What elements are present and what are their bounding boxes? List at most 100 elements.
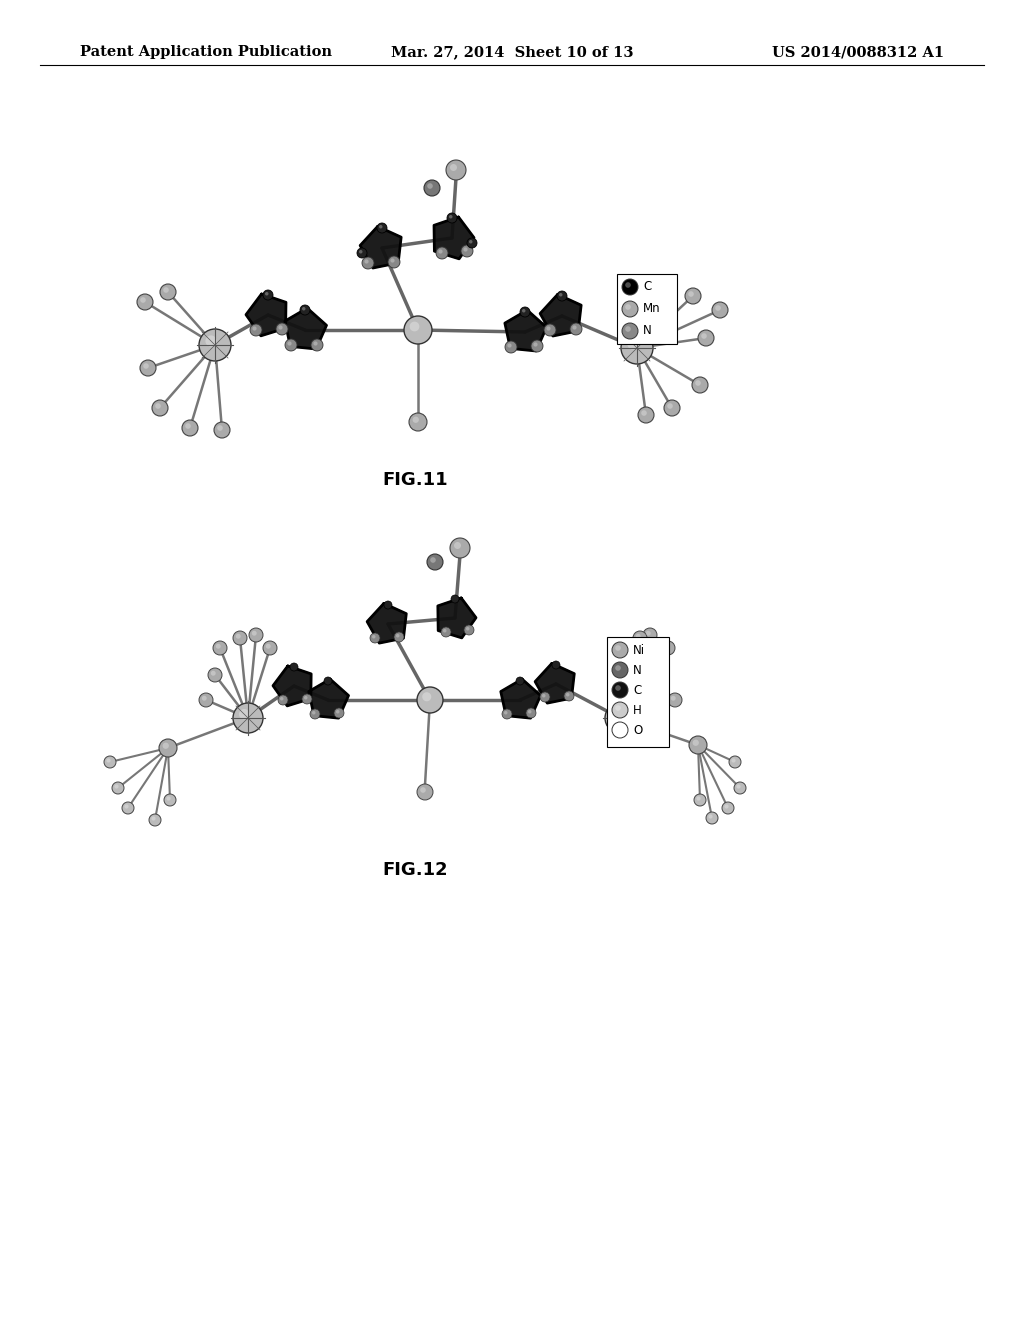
Circle shape bbox=[388, 256, 400, 268]
Circle shape bbox=[446, 160, 466, 180]
Circle shape bbox=[611, 709, 622, 719]
Circle shape bbox=[605, 704, 635, 733]
Circle shape bbox=[698, 330, 714, 346]
Circle shape bbox=[633, 631, 647, 645]
Circle shape bbox=[643, 628, 657, 642]
Text: US 2014/0088312 A1: US 2014/0088312 A1 bbox=[772, 45, 944, 59]
Circle shape bbox=[520, 308, 530, 317]
Circle shape bbox=[715, 305, 721, 310]
Circle shape bbox=[417, 784, 433, 800]
Circle shape bbox=[547, 326, 551, 330]
Circle shape bbox=[559, 293, 562, 297]
Circle shape bbox=[410, 322, 420, 331]
Circle shape bbox=[615, 665, 621, 671]
Circle shape bbox=[404, 315, 432, 345]
Circle shape bbox=[357, 248, 367, 257]
Polygon shape bbox=[501, 678, 541, 718]
Text: Patent Application Publication: Patent Application Publication bbox=[80, 45, 332, 59]
Circle shape bbox=[334, 708, 344, 718]
Circle shape bbox=[624, 644, 629, 648]
Circle shape bbox=[615, 645, 621, 651]
Circle shape bbox=[279, 326, 283, 330]
Circle shape bbox=[664, 400, 680, 416]
Circle shape bbox=[252, 631, 257, 636]
Polygon shape bbox=[246, 294, 286, 335]
Circle shape bbox=[736, 784, 740, 788]
Circle shape bbox=[417, 686, 443, 713]
Circle shape bbox=[626, 326, 631, 331]
Circle shape bbox=[461, 246, 473, 257]
Circle shape bbox=[211, 671, 216, 676]
Circle shape bbox=[566, 693, 569, 697]
Circle shape bbox=[615, 685, 621, 690]
Circle shape bbox=[285, 339, 297, 351]
Circle shape bbox=[469, 240, 472, 243]
Circle shape bbox=[621, 333, 653, 364]
Circle shape bbox=[712, 302, 728, 318]
Circle shape bbox=[622, 323, 638, 339]
Circle shape bbox=[324, 677, 332, 685]
Circle shape bbox=[688, 292, 694, 297]
Circle shape bbox=[502, 709, 512, 719]
Circle shape bbox=[394, 632, 404, 642]
Text: O: O bbox=[633, 723, 642, 737]
Circle shape bbox=[449, 215, 453, 219]
Circle shape bbox=[166, 796, 171, 801]
Circle shape bbox=[182, 420, 198, 436]
Circle shape bbox=[185, 424, 190, 429]
Circle shape bbox=[454, 543, 461, 549]
Circle shape bbox=[636, 634, 641, 639]
Circle shape bbox=[612, 663, 628, 678]
Circle shape bbox=[709, 814, 713, 818]
FancyBboxPatch shape bbox=[607, 638, 669, 747]
Circle shape bbox=[447, 213, 457, 223]
Circle shape bbox=[137, 294, 153, 310]
Circle shape bbox=[692, 739, 699, 746]
Circle shape bbox=[379, 224, 383, 228]
Circle shape bbox=[467, 238, 477, 248]
Circle shape bbox=[163, 743, 169, 748]
Circle shape bbox=[280, 697, 284, 701]
Text: N: N bbox=[633, 664, 642, 676]
Text: Ni: Ni bbox=[633, 644, 645, 656]
Circle shape bbox=[564, 690, 574, 701]
Circle shape bbox=[504, 711, 508, 714]
Circle shape bbox=[731, 759, 735, 763]
Circle shape bbox=[626, 282, 631, 288]
Circle shape bbox=[628, 338, 639, 350]
Circle shape bbox=[156, 403, 161, 409]
Circle shape bbox=[266, 644, 270, 648]
Text: C: C bbox=[633, 684, 641, 697]
Circle shape bbox=[646, 631, 650, 636]
Circle shape bbox=[312, 711, 315, 714]
Polygon shape bbox=[540, 294, 582, 337]
Circle shape bbox=[359, 249, 362, 253]
Circle shape bbox=[622, 301, 638, 317]
Circle shape bbox=[104, 756, 116, 768]
Circle shape bbox=[508, 343, 512, 347]
Circle shape bbox=[552, 661, 560, 669]
Circle shape bbox=[276, 323, 288, 335]
Circle shape bbox=[250, 323, 262, 337]
Circle shape bbox=[216, 644, 221, 648]
Circle shape bbox=[540, 692, 550, 702]
Circle shape bbox=[239, 709, 250, 719]
Polygon shape bbox=[368, 603, 407, 643]
Circle shape bbox=[443, 630, 446, 632]
Circle shape bbox=[612, 642, 628, 657]
Circle shape bbox=[689, 737, 707, 754]
Circle shape bbox=[668, 403, 673, 409]
Circle shape bbox=[438, 249, 442, 253]
Circle shape bbox=[336, 710, 340, 714]
Circle shape bbox=[122, 803, 134, 814]
Circle shape bbox=[464, 247, 468, 252]
Circle shape bbox=[413, 417, 419, 422]
Circle shape bbox=[310, 709, 319, 719]
Circle shape bbox=[528, 710, 531, 714]
Circle shape bbox=[140, 360, 156, 376]
Circle shape bbox=[464, 624, 474, 635]
Circle shape bbox=[396, 634, 399, 638]
Text: H: H bbox=[633, 704, 642, 717]
Circle shape bbox=[526, 708, 536, 718]
Circle shape bbox=[263, 642, 278, 655]
